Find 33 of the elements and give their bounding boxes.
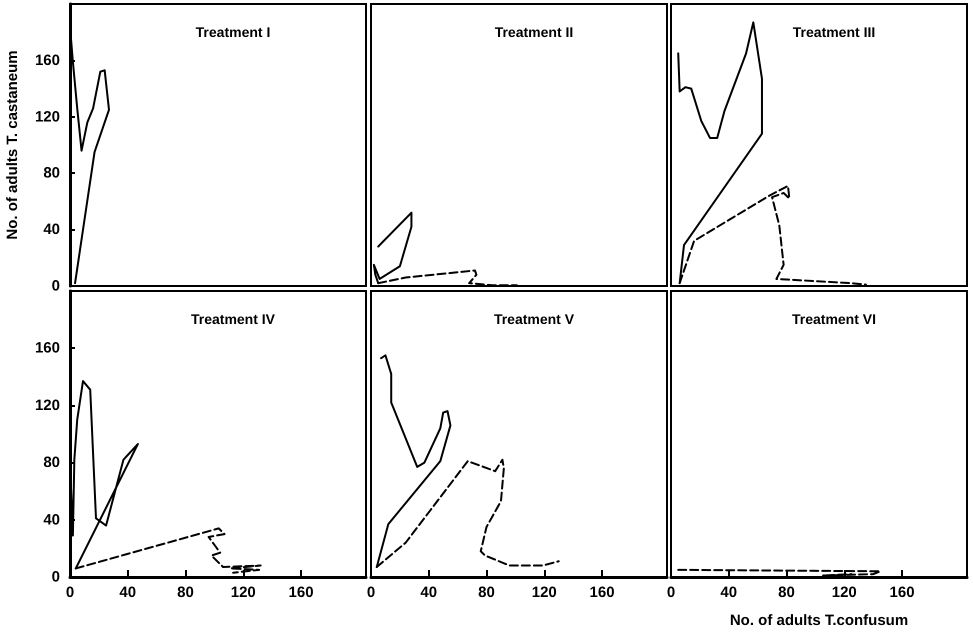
y-tick-label: 120: [34, 396, 60, 414]
x-tick-label: 40: [119, 584, 136, 601]
x-tick-label: 120: [230, 584, 256, 601]
y-tick-label: 0: [52, 278, 60, 294]
x-tick-label: 160: [288, 584, 314, 601]
y-tick-label: 80: [43, 454, 60, 472]
x-tick-label: 160: [890, 584, 915, 601]
x-tick-label: 120: [832, 584, 857, 601]
y-tick-label: 160: [34, 340, 60, 357]
x-tick-label: 40: [720, 584, 738, 601]
x-tick-label: 80: [177, 584, 194, 601]
x-tick-label: 80: [478, 584, 495, 601]
y-tick-label: 40: [43, 511, 60, 528]
y-axis-title: No. of adults T. castaneum: [4, 50, 21, 240]
text: Treatment VI: [792, 311, 876, 327]
text: Treatment II: [494, 24, 574, 40]
y-tick-label: 80: [43, 164, 60, 182]
y-tick-label: 0: [52, 568, 60, 586]
text: Treatment V: [494, 311, 575, 327]
x-tick-label: 0: [366, 584, 376, 601]
y-tick-label: 40: [43, 221, 60, 238]
y-tick-label: 160: [34, 52, 60, 69]
y-tick-label: 120: [34, 108, 60, 126]
x-tick-label: 0: [66, 584, 74, 601]
x-tick-label: 40: [420, 584, 438, 601]
x-axis-title: No. of adults T.confusum: [730, 612, 908, 629]
text: Treatment IV: [190, 311, 276, 327]
x-tick-label: 160: [590, 584, 615, 601]
text: Treatment I: [196, 24, 270, 40]
x-tick-label: 120: [532, 584, 557, 601]
text: Treatment III: [792, 24, 876, 40]
x-tick-label: 0: [666, 584, 676, 601]
x-tick-label: 80: [778, 584, 795, 601]
